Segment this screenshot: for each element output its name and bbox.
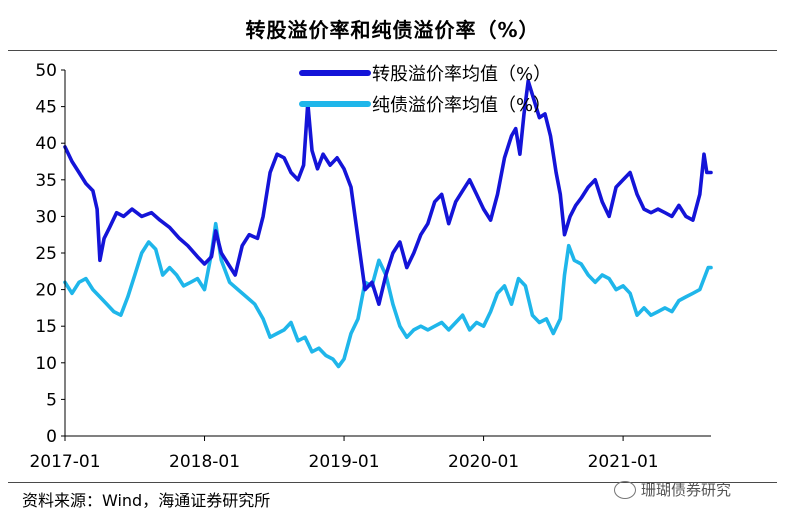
y-tick-label: 5 — [46, 390, 57, 410]
footer-rule — [8, 482, 777, 483]
x-tick-label: 2020-01 — [448, 452, 519, 472]
y-tick-label: 0 — [46, 427, 57, 447]
series-line-bond-premium — [63, 221, 713, 369]
watermark-text: 珊瑚债券研究 — [641, 481, 732, 499]
title-rule — [8, 50, 777, 51]
y-tick-label: 25 — [35, 244, 57, 264]
y-tick-label: 20 — [35, 281, 57, 301]
source-note: 资料来源：Wind，海通证券研究所 — [22, 491, 271, 510]
wechat-icon — [614, 480, 636, 499]
watermark: 珊瑚债券研究 — [614, 479, 731, 500]
y-tick-label: 45 — [35, 98, 57, 118]
y-tick-label: 30 — [35, 207, 57, 227]
y-tick-label: 10 — [35, 354, 57, 374]
legend-label: 纯债溢价率均值（%） — [372, 95, 551, 116]
series-line-conversion-premium — [63, 79, 713, 306]
y-tick-label: 15 — [35, 317, 57, 337]
x-tick-label: 2017-01 — [29, 452, 100, 472]
y-tick-label: 35 — [35, 171, 57, 191]
y-tick-label: 50 — [35, 61, 57, 81]
x-tick-label: 2018-01 — [169, 452, 240, 472]
legend-label: 转股溢价率均值（%） — [372, 64, 551, 85]
x-tick-label: 2019-01 — [309, 452, 380, 472]
y-tick-label: 40 — [35, 134, 57, 154]
x-tick-label: 2021-01 — [588, 452, 659, 472]
chart-title: 转股溢价率和纯债溢价率（%） — [245, 18, 540, 42]
